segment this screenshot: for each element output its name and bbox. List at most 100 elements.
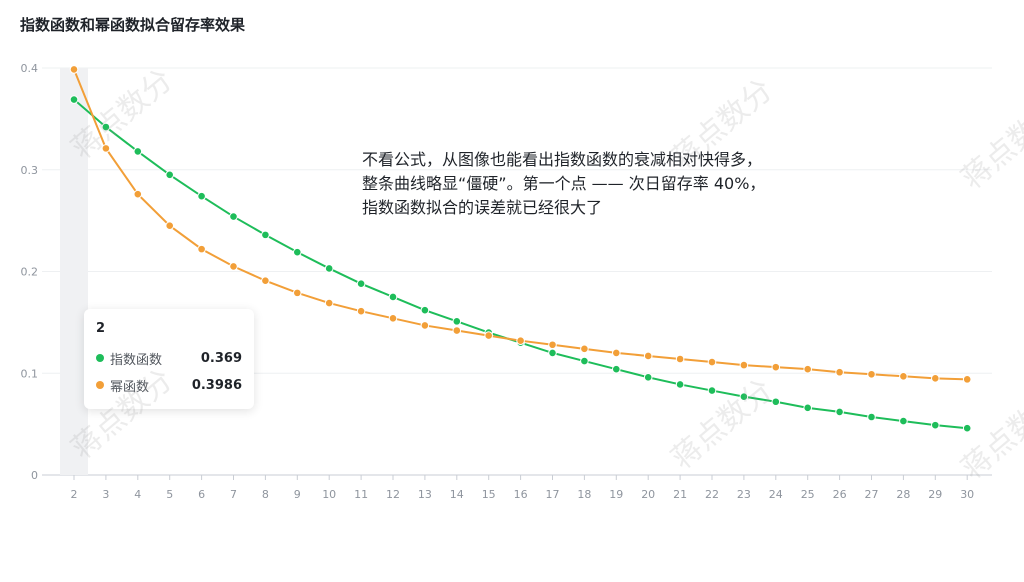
data-point bbox=[101, 122, 111, 132]
data-point bbox=[803, 364, 813, 374]
annotation-text: 不看公式，从图像也能看出指数函数的衰减相对快得多， 整条曲线略显“僵硬”。第一个… bbox=[362, 148, 765, 220]
data-point bbox=[739, 392, 749, 401]
data-point bbox=[324, 298, 334, 308]
x-tick-label: 7 bbox=[230, 488, 237, 501]
data-point bbox=[548, 348, 557, 358]
grid-lines bbox=[42, 67, 992, 476]
chart-title: 指数函数和幂函数拟合留存率效果 bbox=[20, 16, 246, 34]
x-tick-label: 6 bbox=[198, 488, 205, 501]
data-point bbox=[675, 380, 685, 389]
tooltip-row-power: 幂函数 0.3986 bbox=[96, 376, 242, 395]
data-point bbox=[133, 189, 143, 199]
data-point bbox=[484, 331, 494, 340]
data-point bbox=[229, 212, 238, 221]
data-point bbox=[612, 348, 621, 358]
data-point bbox=[835, 367, 844, 377]
x-tick-label: 9 bbox=[294, 488, 301, 501]
x-tick-label: 26 bbox=[833, 488, 847, 501]
x-tick-label: 15 bbox=[482, 488, 496, 501]
data-point bbox=[101, 144, 111, 153]
data-point bbox=[261, 276, 270, 285]
tooltip-series-name: 幂函数 bbox=[110, 379, 150, 395]
x-tick-label: 5 bbox=[166, 488, 173, 501]
annotation-line: 不看公式，从图像也能看出指数函数的衰减相对快得多， bbox=[362, 150, 763, 169]
y-tick-label: 0.3 bbox=[21, 164, 39, 177]
data-point bbox=[771, 397, 781, 407]
x-tick-label: 2 bbox=[71, 488, 78, 501]
data-point bbox=[707, 386, 717, 395]
x-tick-label: 8 bbox=[262, 488, 269, 501]
x-tick-label: 20 bbox=[641, 488, 655, 501]
y-tick-label: 0.1 bbox=[21, 367, 39, 380]
x-tick-label: 16 bbox=[514, 488, 528, 501]
x-tick-label: 24 bbox=[769, 488, 783, 501]
y-tick-label: 0 bbox=[31, 469, 38, 482]
data-point bbox=[388, 314, 398, 323]
data-point bbox=[867, 412, 876, 422]
data-point bbox=[356, 306, 366, 316]
tooltip-series-value: 0.3986 bbox=[191, 377, 242, 393]
data-point bbox=[197, 244, 206, 254]
data-point bbox=[516, 336, 525, 345]
data-point bbox=[165, 170, 174, 180]
x-tick-label: 13 bbox=[418, 488, 432, 501]
data-point bbox=[388, 292, 398, 302]
data-point bbox=[803, 403, 813, 413]
tooltip-row-exponential: 指数函数 0.369 bbox=[96, 349, 242, 368]
x-tick-label: 18 bbox=[577, 488, 591, 501]
y-tick-label: 0.2 bbox=[21, 266, 39, 279]
x-tick-label: 21 bbox=[673, 488, 687, 501]
x-tick-label: 4 bbox=[134, 488, 141, 501]
data-point bbox=[931, 374, 940, 383]
chart-tooltip: 2 指数函数 0.369 幂函数 0.3986 bbox=[84, 309, 254, 409]
data-point bbox=[452, 317, 462, 326]
data-point bbox=[962, 423, 972, 433]
data-point bbox=[420, 305, 430, 315]
x-tick-label: 12 bbox=[386, 488, 400, 501]
tooltip-series-name: 指数函数 bbox=[110, 352, 163, 368]
y-axis: 0 0.1 0.2 0.3 0.4 bbox=[21, 62, 39, 482]
annotation-line: 整条曲线略显“僵硬”。第一个点 —— 次日留存率 40%， bbox=[362, 174, 766, 193]
x-tick-label: 17 bbox=[546, 488, 560, 501]
legend-dot-icon bbox=[96, 381, 104, 389]
x-tick-label: 11 bbox=[354, 488, 368, 501]
data-point bbox=[229, 262, 238, 271]
highlight-band bbox=[60, 68, 88, 475]
data-point bbox=[643, 373, 653, 382]
x-tick-label: 23 bbox=[737, 488, 751, 501]
data-point bbox=[675, 354, 685, 364]
data-point bbox=[899, 416, 908, 426]
x-tick-label: 22 bbox=[705, 488, 719, 501]
data-point bbox=[452, 326, 462, 335]
data-point bbox=[707, 357, 717, 367]
x-axis: 2 3 4 5 6 7 8 9 10 11 12 13 14 15 16 17 18 19 20 21 22 23 24 25… bbox=[71, 475, 974, 501]
y-tick-label: 0.4 bbox=[21, 62, 39, 75]
data-point bbox=[771, 362, 781, 372]
data-point bbox=[835, 407, 844, 417]
highlight-rect bbox=[60, 68, 88, 475]
series-group bbox=[69, 65, 972, 433]
x-tick-label: 30 bbox=[960, 488, 974, 501]
annotation-line: 指数函数拟合的误差就已经很大了 bbox=[362, 198, 603, 217]
data-point bbox=[69, 65, 79, 74]
data-point bbox=[867, 369, 876, 379]
x-tick-label: 27 bbox=[865, 488, 879, 501]
data-point bbox=[356, 279, 366, 289]
data-point bbox=[580, 344, 589, 354]
data-point bbox=[580, 356, 589, 366]
legend-dot-icon bbox=[96, 354, 104, 362]
data-point bbox=[962, 375, 972, 384]
data-point bbox=[197, 191, 206, 201]
x-tick-label: 14 bbox=[450, 488, 464, 501]
data-point bbox=[420, 321, 430, 330]
data-point bbox=[261, 230, 270, 240]
data-point bbox=[324, 264, 334, 273]
data-point bbox=[612, 364, 621, 374]
x-tick-label: 25 bbox=[801, 488, 815, 501]
data-point bbox=[739, 360, 749, 370]
data-point bbox=[899, 372, 908, 381]
x-tick-label: 28 bbox=[896, 488, 910, 501]
x-tick-label: 3 bbox=[102, 488, 109, 501]
data-point bbox=[293, 247, 302, 257]
